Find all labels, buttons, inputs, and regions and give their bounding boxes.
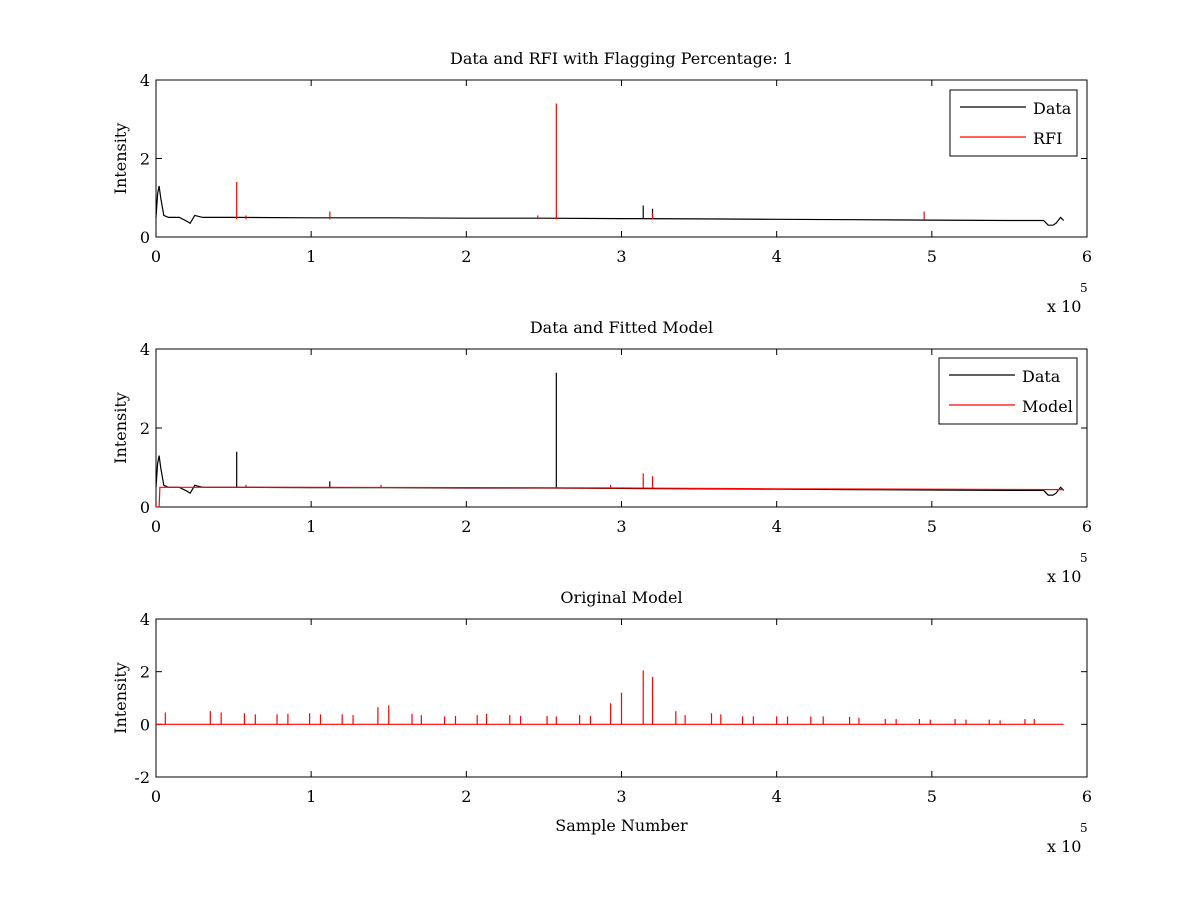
subplot-2: Data and Fitted Model 0 1 2 3 4 5 6 0 2 4 x 10 5 Inte… (111, 318, 1092, 586)
series-model (156, 670, 1064, 725)
x-tick-label: 5 (927, 517, 937, 536)
x-tick-label: 2 (461, 517, 471, 536)
x-tick-label: 0 (151, 787, 161, 806)
legend-label: Model (1022, 397, 1073, 416)
x-tick-label: 5 (927, 247, 937, 266)
x-tick-label: 3 (616, 787, 626, 806)
series-model (156, 473, 1064, 508)
x-tick-label: 3 (616, 517, 626, 536)
x-exponent-base: x 10 (1047, 567, 1081, 586)
x-tick-label: 6 (1082, 517, 1092, 536)
x-exponent-base: x 10 (1047, 837, 1081, 856)
x-tick-label: 5 (927, 787, 937, 806)
y-tick-label: 2 (140, 419, 150, 438)
legend-box (949, 89, 1078, 157)
y-tick-label: 0 (140, 715, 150, 734)
y-tick-label: 2 (140, 663, 150, 682)
x-tick-label: 4 (772, 517, 782, 536)
legend-label: Data (1033, 99, 1072, 118)
chart-title: Data and RFI with Flagging Percentage: 1 (450, 49, 793, 68)
plot-area (155, 348, 1088, 508)
x-tick-label: 1 (306, 787, 316, 806)
y-tick-label: -2 (134, 768, 150, 787)
x-tick-label: 6 (1082, 787, 1092, 806)
x-exponent-power: 5 (1080, 281, 1088, 295)
y-axis-label: Intensity (111, 123, 130, 195)
legend-label: RFI (1033, 129, 1062, 148)
legend-box (938, 357, 1078, 425)
y-tick-label: 0 (140, 228, 150, 247)
series-line (155, 185, 1065, 226)
x-tick-label: 4 (772, 247, 782, 266)
x-tick-label: 0 (151, 247, 161, 266)
x-exponent-power: 5 (1080, 821, 1088, 835)
y-tick-label: 4 (140, 610, 150, 629)
x-tick-label: 2 (461, 247, 471, 266)
y-tick-label: 0 (140, 498, 150, 517)
x-tick-label: 6 (1082, 247, 1092, 266)
x-tick-label: 1 (306, 247, 316, 266)
y-axis-label: Intensity (111, 392, 130, 464)
x-exponent-power: 5 (1080, 551, 1088, 565)
legend: Data RFI (949, 89, 1078, 157)
chart-title: Data and Fitted Model (530, 318, 713, 337)
y-tick-label: 4 (140, 71, 150, 90)
y-tick-label: 4 (140, 340, 150, 359)
series-rfi (236, 103, 925, 220)
x-tick-label: 4 (772, 787, 782, 806)
x-tick-label: 1 (306, 517, 316, 536)
legend-label: Data (1022, 367, 1061, 386)
x-tick-label: 2 (461, 787, 471, 806)
y-tick-label: 2 (140, 150, 150, 169)
x-exponent-base: x 10 (1047, 297, 1081, 316)
subplot-1: Data and RFI with Flagging Percentage: 1… (111, 49, 1092, 316)
series-line (156, 486, 1064, 508)
plot-area (155, 79, 1088, 238)
chart-title: Original Model (560, 588, 682, 607)
x-tick-label: 3 (616, 247, 626, 266)
y-axis-label: Intensity (111, 662, 130, 734)
x-tick-label: 0 (151, 517, 161, 536)
x-axis-label: Sample Number (555, 816, 688, 835)
legend: Data Model (938, 357, 1078, 425)
